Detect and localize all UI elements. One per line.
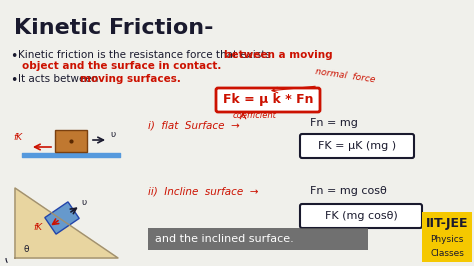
Text: fK: fK	[13, 133, 22, 142]
Text: FK = μK (mg ): FK = μK (mg )	[318, 141, 396, 151]
FancyBboxPatch shape	[422, 212, 472, 262]
Text: between a moving: between a moving	[224, 50, 333, 60]
FancyBboxPatch shape	[300, 204, 422, 228]
Text: It acts between: It acts between	[18, 74, 101, 84]
Text: •: •	[10, 50, 18, 63]
Text: Kinetic Friction-: Kinetic Friction-	[14, 18, 213, 38]
Text: •: •	[10, 74, 18, 87]
Text: FK (mg cosθ): FK (mg cosθ)	[325, 211, 397, 221]
Text: Fn = mg: Fn = mg	[310, 118, 358, 128]
Polygon shape	[45, 202, 79, 234]
FancyBboxPatch shape	[300, 134, 414, 158]
FancyBboxPatch shape	[55, 130, 87, 152]
Text: object and the surface in contact.: object and the surface in contact.	[22, 61, 221, 71]
Polygon shape	[15, 188, 118, 258]
Text: υ: υ	[82, 198, 87, 206]
Text: Fk = μ k * Fn: Fk = μ k * Fn	[223, 94, 313, 106]
Text: υ: υ	[110, 130, 115, 139]
Text: coefficient: coefficient	[233, 111, 277, 120]
Text: i)  flat  Surface  →: i) flat Surface →	[148, 120, 240, 130]
Text: and the inclined surface.: and the inclined surface.	[155, 234, 294, 244]
Text: Physics: Physics	[430, 235, 464, 243]
Text: Fn = mg cosθ: Fn = mg cosθ	[310, 186, 387, 196]
FancyBboxPatch shape	[216, 88, 320, 112]
Text: IIT-JEE: IIT-JEE	[426, 218, 468, 231]
Text: fK: fK	[33, 223, 42, 232]
FancyBboxPatch shape	[148, 228, 368, 250]
Text: ii)  Incline  surface  →: ii) Incline surface →	[148, 187, 258, 197]
Text: θ: θ	[24, 245, 29, 254]
Text: moving surfaces.: moving surfaces.	[80, 74, 181, 84]
Text: normal  force: normal force	[315, 67, 376, 84]
Text: Classes: Classes	[430, 248, 464, 257]
Text: Kinetic friction is the resistance force that exists: Kinetic friction is the resistance force…	[18, 50, 274, 60]
